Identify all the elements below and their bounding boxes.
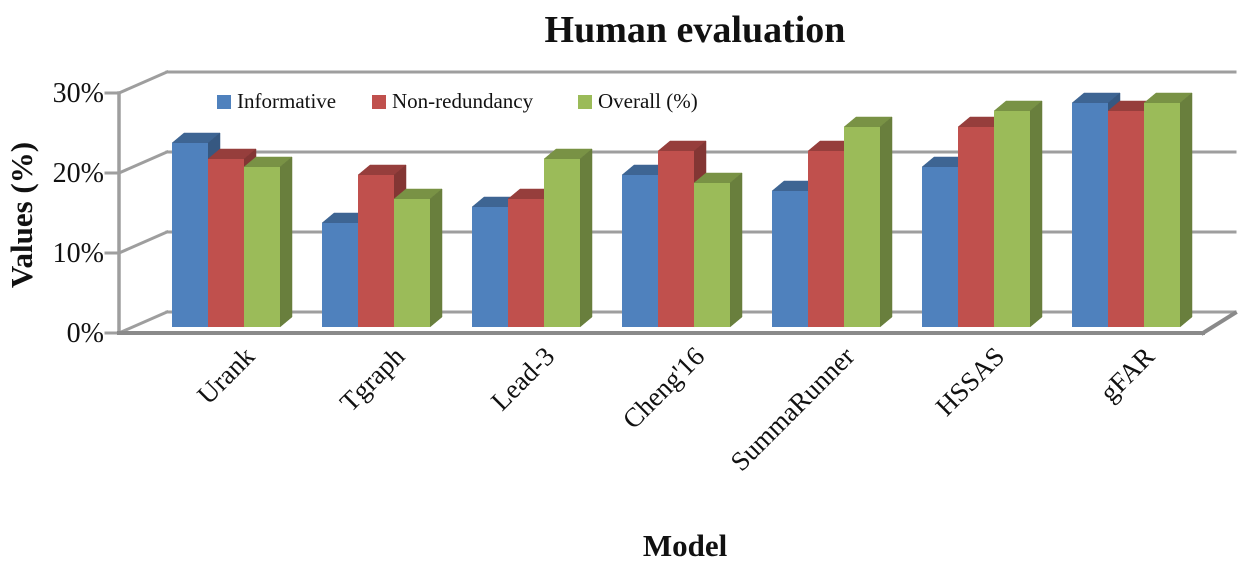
category-label-urank: Urank — [191, 341, 260, 410]
gridline-connector-0pct — [117, 310, 169, 335]
bar-lead-3-informative-front — [472, 207, 508, 327]
bar-hssas-overall-front — [994, 111, 1030, 327]
legend-swatch-overall — [578, 95, 592, 109]
category-label-lead-3: Lead-3 — [485, 341, 560, 416]
gridline-connector-10pct — [117, 230, 169, 255]
legend-label-overall: Overall (%) — [598, 89, 698, 113]
bar-tgraph-overall-front — [394, 199, 430, 327]
bar-cheng-16-overall-side — [729, 172, 743, 328]
bar-lead-3-non-redundancy-front — [508, 199, 544, 327]
gridline-connector-20pct — [117, 150, 169, 175]
legend-swatch-non-redundancy — [372, 95, 386, 109]
y-axis-title: Values (%) — [4, 142, 39, 288]
bar-cheng-16-informative-front — [622, 175, 658, 327]
y-tick-label-10: 10% — [53, 238, 104, 269]
category-label-summarunner: SummaRunner — [724, 341, 860, 477]
bar-tgraph-informative-front — [322, 223, 358, 327]
category-label-tgraph: Tgraph — [334, 341, 411, 418]
category-labels: Urank Tgraph Lead-3 Cheng'16 SummaRunner… — [191, 341, 1160, 477]
bar-summarunner-non-redundancy-front — [808, 151, 844, 327]
bar-hssas-informative-front — [922, 167, 958, 327]
bar-urank-informative-front — [172, 143, 208, 327]
bar-gfar-informative-front — [1072, 103, 1108, 327]
y-tick-labels: 0% 10% 20% 30% — [53, 78, 104, 349]
legend: Informative Non-redundancy Overall (%) — [217, 89, 698, 113]
bar-cheng-16-non-redundancy-front — [658, 151, 694, 327]
bar-tgraph-overall-side — [429, 188, 443, 328]
bar-summarunner-overall-front — [844, 127, 880, 327]
y-tick-label-20: 20% — [53, 158, 104, 189]
bars-layer — [171, 92, 1193, 328]
bar-gfar-non-redundancy-front — [1108, 111, 1144, 327]
bar-urank-non-redundancy-front — [208, 159, 244, 327]
x-axis-title: Model — [643, 528, 728, 563]
y-tick-label-30: 30% — [53, 78, 104, 109]
bar-summarunner-informative-front — [772, 191, 808, 327]
category-label-hssas: HSSAS — [930, 341, 1011, 422]
bar-summarunner-overall-side — [879, 116, 893, 328]
bar-cheng-16-overall-front — [694, 183, 730, 327]
y-tick-label-0: 0% — [67, 318, 104, 349]
bar-gfar-overall-side — [1179, 92, 1193, 328]
bar-hssas-non-redundancy-front — [958, 127, 994, 327]
bar-lead-3-overall-front — [544, 159, 580, 327]
bar-hssas-overall-side — [1029, 100, 1043, 328]
legend-label-non-redundancy: Non-redundancy — [392, 89, 534, 113]
bar-urank-overall-side — [279, 156, 293, 328]
category-label-gfar: gFAR — [1094, 341, 1160, 407]
category-label-cheng16: Cheng'16 — [617, 341, 711, 435]
legend-swatch-informative — [217, 95, 231, 109]
bar-lead-3-overall-side — [579, 148, 593, 328]
floor-right-edge — [1200, 310, 1238, 336]
bar-tgraph-non-redundancy-front — [358, 175, 394, 327]
legend-label-informative: Informative — [237, 89, 336, 113]
bar-gfar-overall-front — [1144, 103, 1180, 327]
bar-urank-overall-front — [244, 167, 280, 327]
gridline-connector-30pct — [117, 70, 169, 95]
chart-title: Human evaluation — [545, 9, 846, 51]
